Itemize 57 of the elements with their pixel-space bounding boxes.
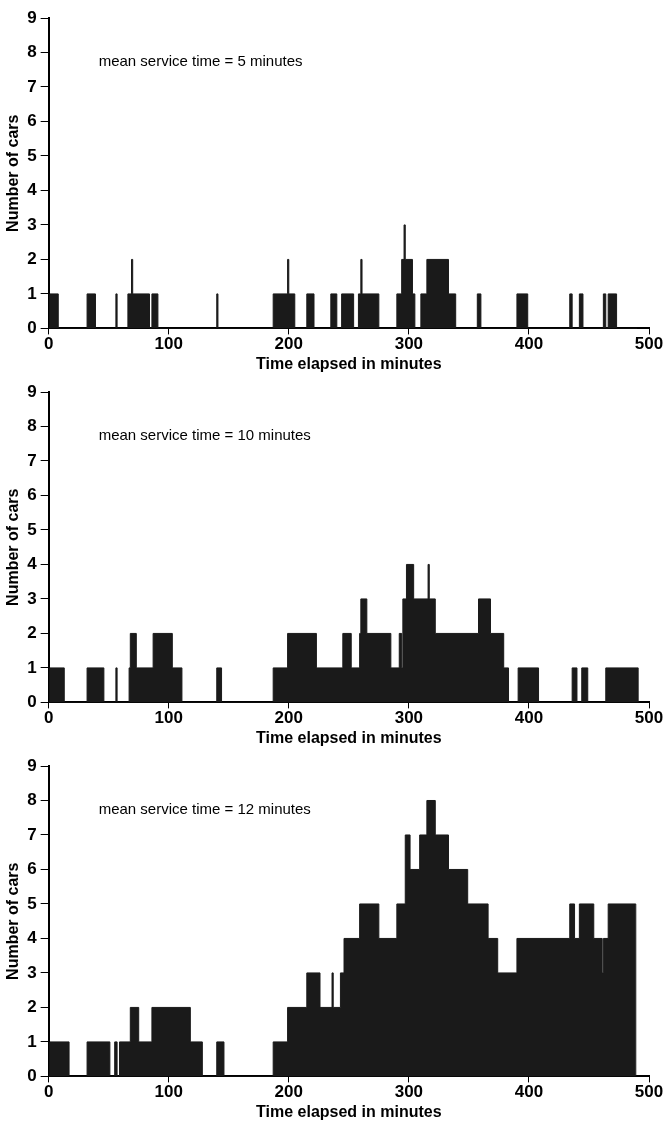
y-tick-label: 1 [27,657,37,677]
annotation: mean service time = 5 minutes [98,52,303,70]
y-tick-label: 1 [27,1031,37,1051]
x-tick-label: 400 [514,1082,544,1102]
x-tick-label: 400 [514,708,544,728]
y-tick-label: 9 [27,7,37,27]
y-tick-label: 4 [27,180,38,200]
x-tick-label: 500 [634,334,664,354]
y-tick-label: 9 [27,755,37,775]
annotation: mean service time = 10 minutes [98,426,311,444]
y-tick-label: 7 [27,450,37,470]
x-tick-label: 300 [394,708,424,728]
x-tick-label: 0 [43,334,54,354]
x-tick-label: 100 [154,1082,183,1102]
y-tick-label: 3 [27,214,37,234]
y-tick-label: 0 [27,1066,37,1086]
x-tick-label: 0 [43,1082,54,1102]
y-tick-label: 2 [27,249,37,269]
x-tick-label: 500 [634,1082,664,1102]
x-tick-label: 200 [274,708,303,728]
x-tick-label: 100 [154,708,183,728]
y-tick-label: 8 [27,416,37,436]
x-tick-label: 200 [274,1082,303,1102]
y-axis-title: Number of cars [4,114,22,232]
y-tick-label: 2 [27,623,37,643]
x-tick-label: 300 [394,1082,424,1102]
x-tick-label: 200 [274,334,303,354]
y-tick-label: 6 [27,859,37,879]
y-tick-label: 7 [27,76,37,96]
y-tick-label: 0 [27,692,37,712]
annotation: mean service time = 12 minutes [98,800,311,818]
y-tick-label: 6 [27,111,37,131]
y-tick-label: 3 [27,962,37,982]
y-tick-label: 6 [27,485,37,505]
y-tick-label: 8 [27,42,37,62]
y-tick-label: 5 [27,519,37,539]
y-tick-label: 9 [27,381,37,401]
y-tick-label: 5 [27,893,37,913]
y-tick-label: 7 [27,824,37,844]
y-axis-title: Number of cars [4,488,22,606]
y-tick-label: 0 [27,318,37,338]
x-tick-label: 500 [634,708,664,728]
y-tick-label: 5 [27,145,37,165]
y-axis-title: Number of cars [4,862,22,980]
x-tick-label: 300 [394,334,424,354]
y-tick-label: 1 [27,283,37,303]
x-tick-label: 100 [154,334,183,354]
x-tick-label: 400 [514,334,544,354]
x-tick-label: 0 [43,708,54,728]
x-axis-title: Time elapsed in minutes [256,1102,442,1120]
x-axis-title: Time elapsed in minutes [256,354,442,372]
x-axis-title: Time elapsed in minutes [256,728,442,746]
y-tick-label: 4 [27,928,38,948]
y-tick-label: 2 [27,997,37,1017]
y-tick-label: 4 [27,554,38,574]
y-tick-label: 8 [27,790,37,810]
y-tick-label: 3 [27,588,37,608]
